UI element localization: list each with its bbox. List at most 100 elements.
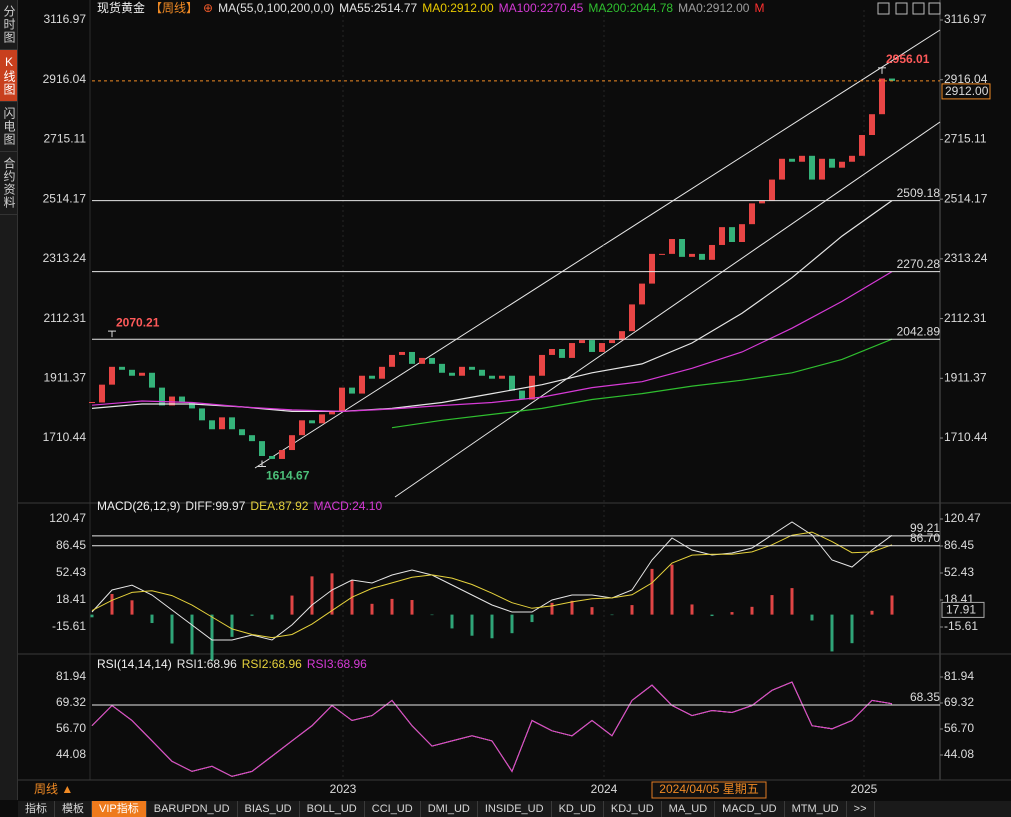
macd-bar: [110, 593, 114, 615]
toolbar-tab[interactable]: MA_UD: [662, 801, 716, 817]
macd-bar: [630, 605, 634, 615]
y-tick-label-left: 2514.17: [43, 191, 87, 205]
y-tick-label-right: 2112.31: [944, 311, 987, 325]
candle: [639, 283, 645, 305]
macd-bar: [310, 576, 314, 615]
icon[interactable]: [895, 2, 908, 15]
period: 【周线】: [150, 1, 198, 15]
candle: [489, 375, 495, 379]
toolbar-tab[interactable]: KD_UD: [552, 801, 604, 817]
toolbar-tab[interactable]: BOLL_UD: [300, 801, 365, 817]
candle: [709, 244, 715, 260]
macd-bar: [90, 614, 94, 618]
icon[interactable]: [912, 2, 925, 15]
window-icons[interactable]: [877, 2, 941, 15]
period-label[interactable]: 周线 ▲: [34, 782, 73, 796]
sidebar-tab[interactable]: 合约资料: [0, 152, 17, 215]
icon[interactable]: [877, 2, 890, 15]
legend-entry: DIFF:99.97: [185, 499, 245, 513]
candle: [459, 366, 465, 376]
candle: [739, 224, 745, 242]
last-value-label: 17.91: [946, 603, 976, 617]
y-tick-label-right: 81.94: [944, 669, 974, 683]
macd-bar: [290, 595, 294, 615]
macd-bar: [270, 614, 274, 620]
candle: [849, 155, 855, 162]
toolbar: 指标 模板 VIP指标 BARUPDN_UD BIAS_UD BOLL_UD CCI_UD D…: [18, 801, 1011, 817]
y-tick-label-left: 2715.11: [44, 132, 87, 146]
level-label: 68.35: [910, 690, 940, 704]
candle: [499, 375, 505, 379]
macd-bar: [430, 614, 434, 616]
y-tick-label-left: 81.94: [56, 669, 86, 683]
macd-bar: [150, 614, 154, 624]
y-tick-label-left: 1911.37: [44, 370, 87, 384]
candle: [649, 253, 655, 284]
candle: [559, 348, 565, 358]
toolbar-tab[interactable]: BARUPDN_UD: [147, 801, 238, 817]
candle: [309, 420, 315, 424]
candle: [529, 375, 535, 400]
candle: [479, 369, 485, 376]
y-tick-label-left: 2112.31: [44, 311, 87, 325]
y-tick-label-left: 120.47: [49, 511, 86, 525]
candle: [839, 161, 845, 168]
candle: [859, 135, 865, 156]
icon[interactable]: [928, 2, 941, 15]
legend-entry: MA0:2912.00: [678, 1, 750, 15]
candle: [249, 435, 255, 442]
macd-bar: [810, 614, 814, 621]
candle: [399, 351, 405, 355]
macd-bar: [750, 606, 754, 615]
macd-bar: [890, 595, 894, 615]
panel-title: MACD(26,12,9): [97, 499, 180, 513]
toolbar-tab[interactable]: >>: [847, 801, 875, 817]
crosshair-date: 2024/04/05 星期五: [659, 782, 758, 796]
toolbar-tab[interactable]: MACD_UD: [715, 801, 785, 817]
macd-bar: [790, 588, 794, 615]
toolbar-tab[interactable]: KDJ_UD: [604, 801, 662, 817]
toolbar-tab[interactable]: BIAS_UD: [238, 801, 300, 817]
last-value-box: [941, 601, 985, 618]
sidebar-tab[interactable]: 闪电图: [0, 102, 17, 152]
toolbar-tab[interactable]: INSIDE_UD: [478, 801, 552, 817]
candle: [349, 387, 355, 394]
legend-entry: M: [754, 1, 764, 15]
toolbar-tab[interactable]: MTM_UD: [785, 801, 847, 817]
candle: [209, 420, 215, 430]
macd-bar: [490, 614, 494, 639]
toolbar-tab[interactable]: 模板: [55, 801, 92, 817]
macd-bar: [390, 598, 394, 615]
x-tick-label: 2023: [330, 782, 357, 796]
candle: [109, 366, 115, 385]
macd-bar: [710, 614, 714, 617]
legend-entry: MA0:2912.00: [422, 1, 494, 15]
candle: [329, 411, 335, 415]
extreme-label: 2070.21: [116, 315, 160, 329]
panel-title: RSI(14,14,14): [97, 657, 172, 671]
candle: [789, 158, 795, 162]
panel-header: RSI(14,14,14) RSI1:68.96 RSI2:68.96 RSI3:68…: [97, 657, 367, 671]
legend-entry: RSI2:68.96: [242, 657, 302, 671]
sidebar-tab[interactable]: K线图: [0, 50, 17, 102]
legend-entry: MACD:24.10: [313, 499, 382, 513]
toolbar-tab[interactable]: 指标: [18, 801, 55, 817]
x-tick-label: 2025: [851, 782, 878, 796]
macd-bar: [730, 612, 734, 615]
last-price-label: 2912.00: [945, 84, 989, 98]
candle: [419, 357, 425, 364]
macd-bar: [650, 568, 654, 615]
sidebar-tab[interactable]: 分时图: [0, 0, 17, 50]
toolbar-tab[interactable]: DMI_UD: [421, 801, 478, 817]
toolbar-tab[interactable]: VIP指标: [92, 801, 147, 817]
macd-bar: [410, 600, 414, 615]
toolbar-tab[interactable]: CCI_UD: [365, 801, 421, 817]
y-tick-label-right: 44.08: [944, 747, 974, 761]
candle: [149, 372, 155, 388]
legend-entry: MA100:2270.45: [499, 1, 584, 15]
macd-bar: [250, 614, 254, 616]
y-tick-label-left: 18.41: [56, 592, 86, 606]
candle: [759, 200, 765, 204]
